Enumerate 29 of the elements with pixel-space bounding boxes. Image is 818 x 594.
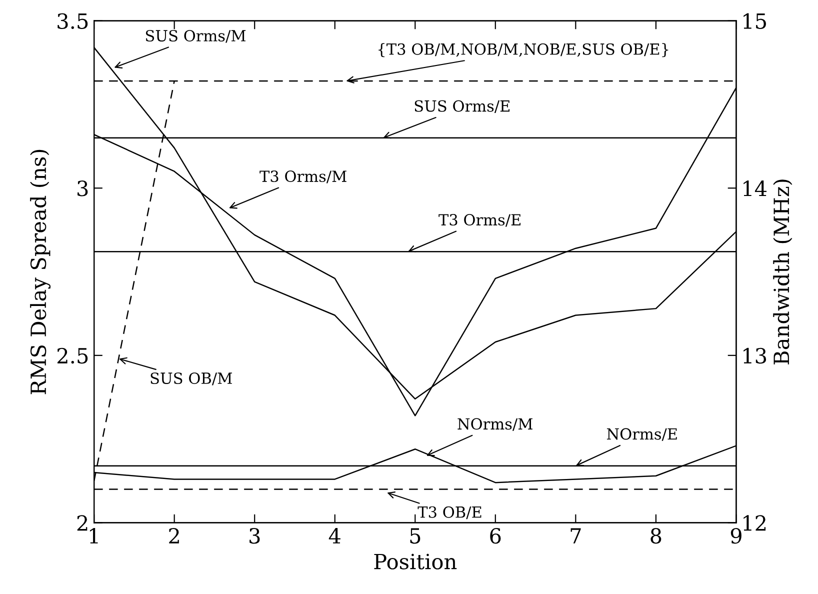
y2-tick-label: 13	[744, 348, 766, 364]
y-tick-label: 3.5	[58, 13, 88, 29]
annotation: T3 Orms/E	[438, 214, 520, 227]
annotation: T3 Orms/M	[260, 170, 346, 184]
annotation: SUS Orms/E	[414, 100, 510, 113]
y2-tick-label: 15	[744, 13, 766, 29]
annotation: SUS Orms/M	[146, 30, 246, 43]
x-tick-label: 1	[90, 528, 98, 544]
y2-axis-title: Bandwidth (MHz)	[773, 180, 792, 364]
annotation: NOrms/M	[458, 418, 532, 431]
y-tick-label: 3	[78, 180, 88, 196]
y-axis-title: RMS Delay Spread (ns)	[30, 150, 51, 394]
x-tick-label: 9	[730, 528, 742, 544]
x-tick-label: 5	[410, 528, 420, 544]
x-tick-label: 8	[650, 528, 662, 544]
x-tick-label: 4	[328, 528, 340, 544]
x-tick-label: 7	[570, 528, 581, 544]
x-tick-label: 6	[490, 528, 501, 544]
y-tick-label: 2	[77, 515, 88, 531]
y2-tick-label: 12	[744, 515, 766, 531]
annotation: {T3 OB/M,NOB/M,NOB/E,SUS OB/E}	[378, 43, 668, 58]
annotation: SUS OB/M	[150, 372, 232, 386]
y-tick-label: 2.5	[57, 348, 88, 364]
x-tick-label: 2	[169, 528, 179, 544]
annotation: NOrms/E	[606, 428, 677, 441]
x-axis-title: Position	[374, 554, 457, 570]
x-tick-label: 3	[250, 528, 260, 544]
y2-tick-label: 14	[744, 180, 767, 196]
annotation: T3 OB/E	[418, 506, 482, 520]
